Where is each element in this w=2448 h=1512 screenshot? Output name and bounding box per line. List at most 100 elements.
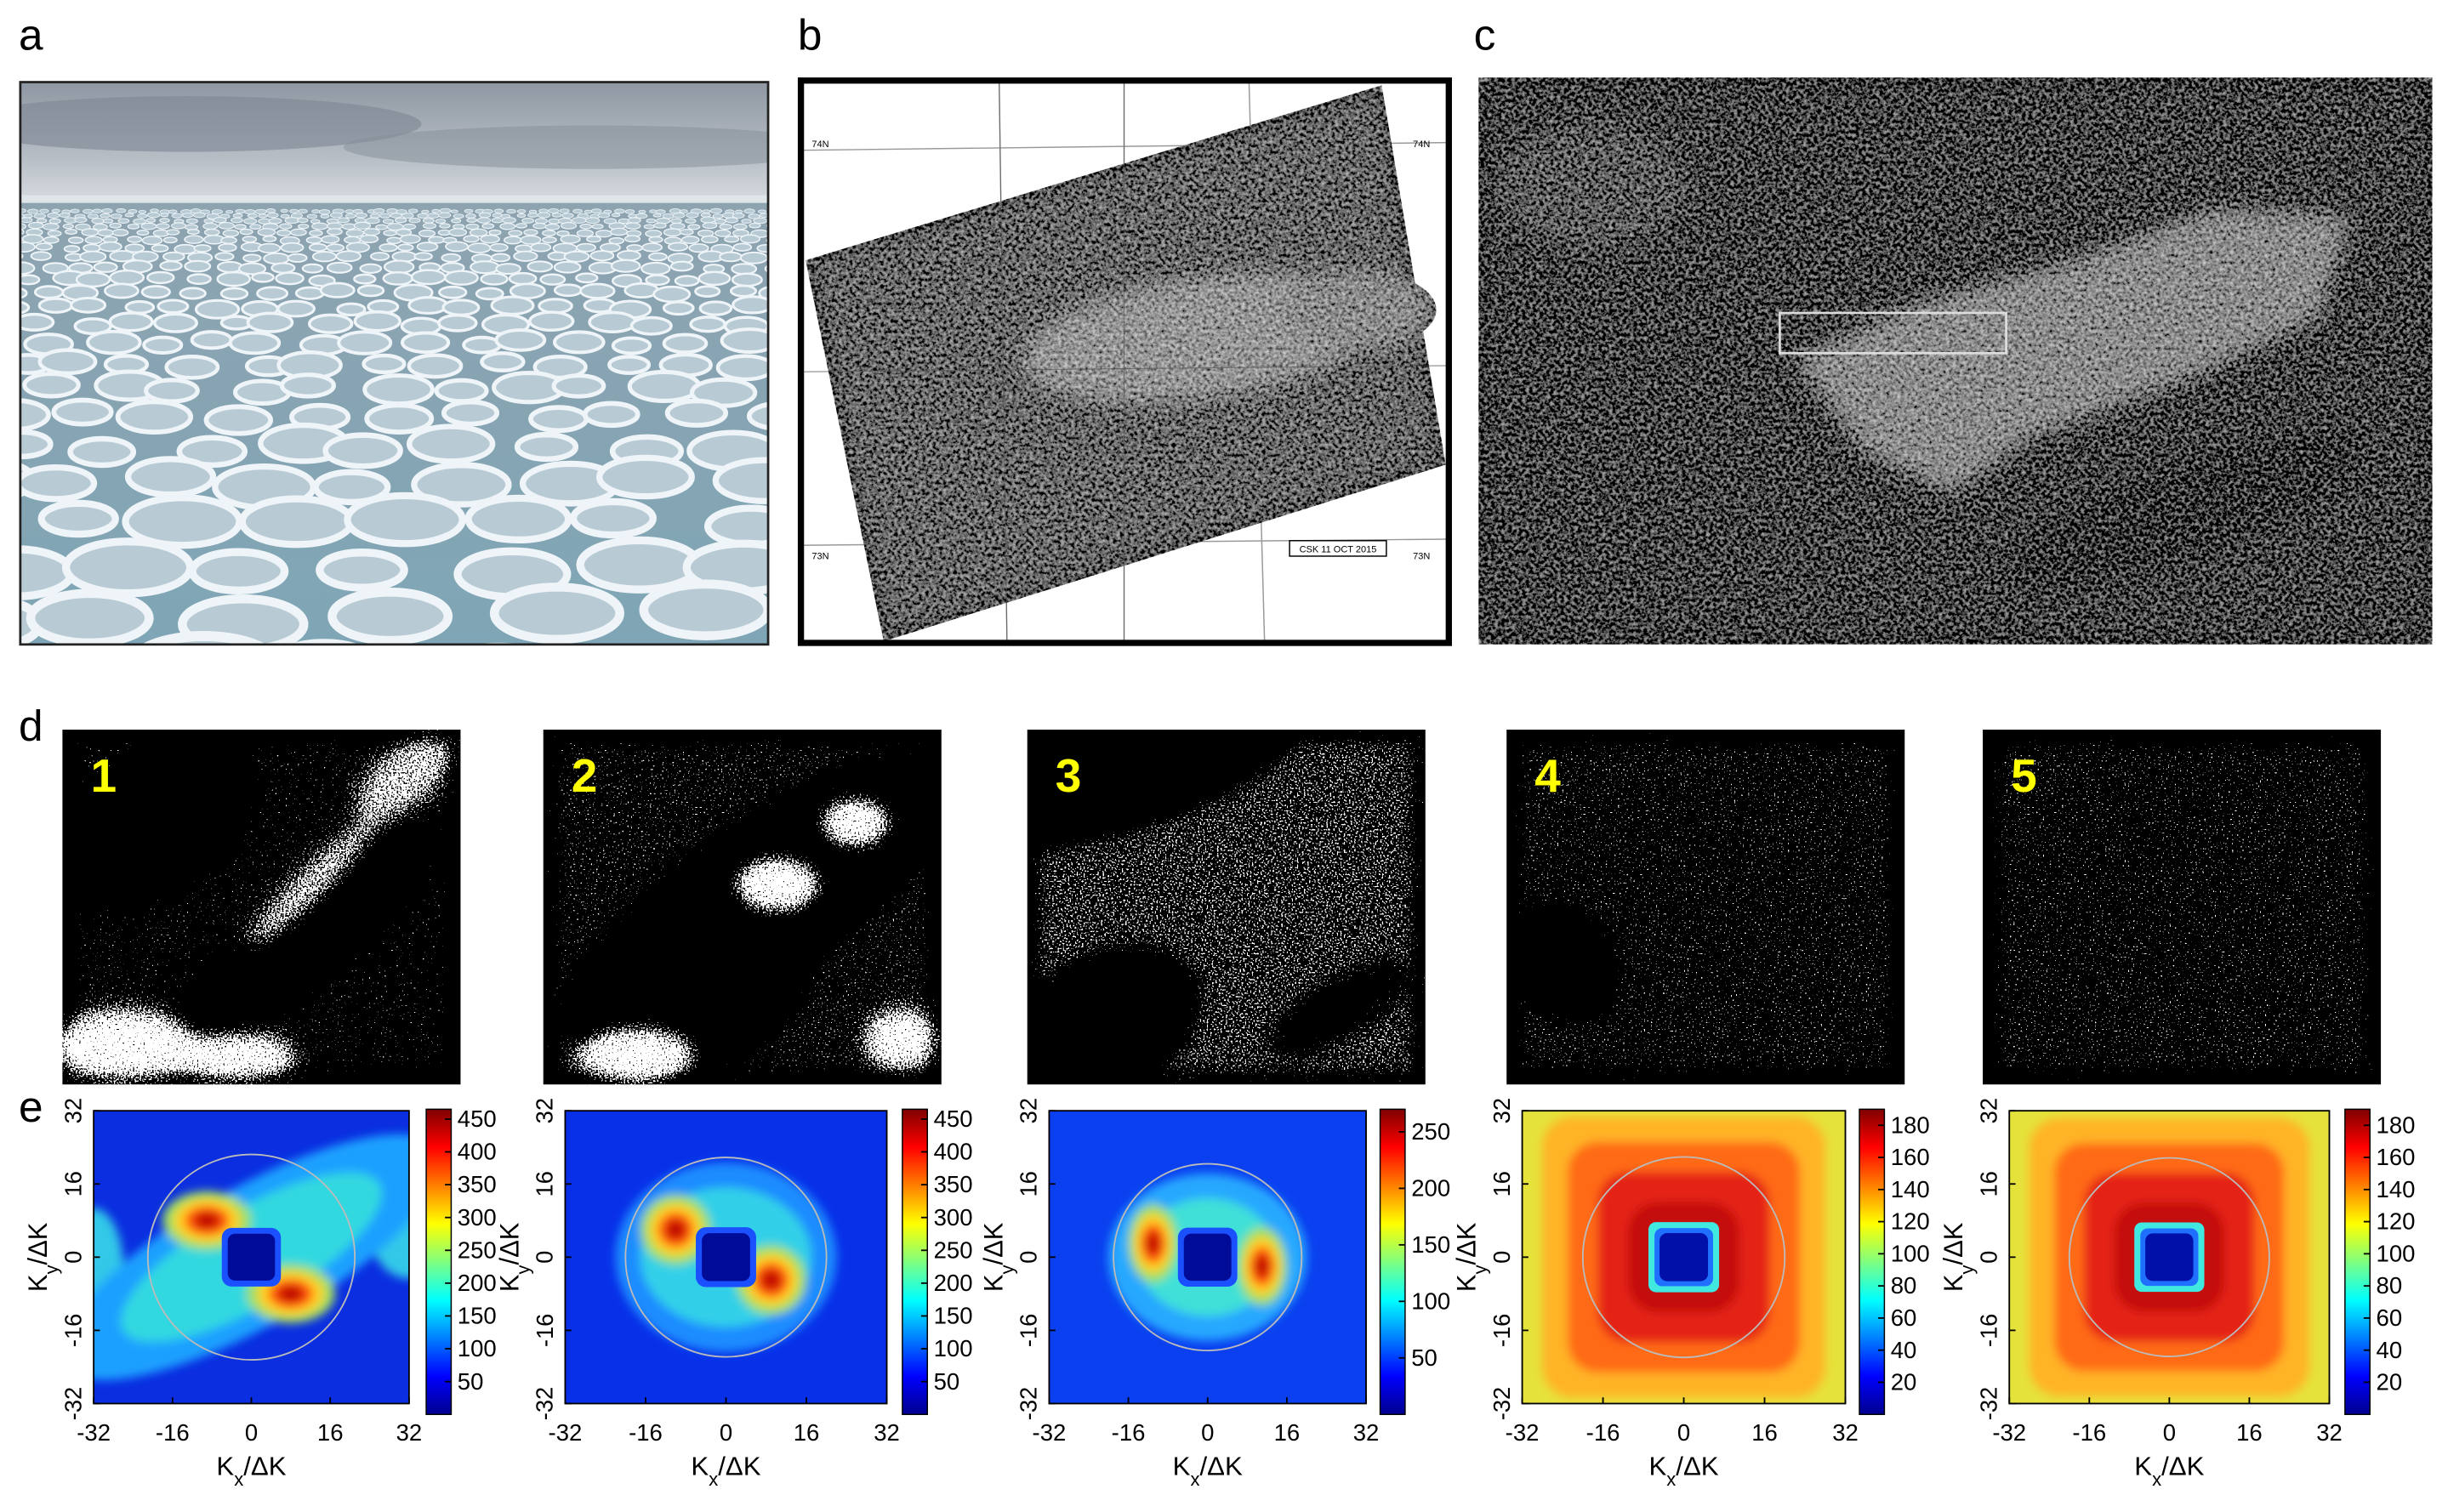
- ice-floe: [298, 208, 308, 213]
- ice-floe: [410, 269, 447, 286]
- ice-floe: [353, 273, 377, 285]
- ice-floe: [448, 228, 468, 237]
- ice-floe: [465, 223, 480, 230]
- label-part: K: [1173, 1451, 1191, 1481]
- ice-floe: [289, 208, 299, 213]
- ice-floe: [481, 223, 495, 230]
- ice-floe: [480, 351, 526, 372]
- ice-floe: [431, 208, 441, 213]
- ice-floe: [663, 228, 682, 237]
- ice-floe: [610, 227, 629, 236]
- ice-floe: [20, 242, 36, 253]
- ice-floe: [20, 312, 55, 332]
- ice-floe: [159, 218, 170, 224]
- speckle-layer: [62, 730, 461, 1085]
- ice-floe: [308, 313, 354, 334]
- ice-floe: [20, 463, 98, 503]
- ice-floe: [513, 250, 538, 262]
- ice-floe: [141, 236, 163, 246]
- ice-floe: [394, 217, 407, 224]
- x-tick-label: -16: [156, 1419, 190, 1446]
- ice-floe: [597, 212, 611, 219]
- ice-floe: [336, 302, 367, 317]
- ice-floe: [35, 242, 54, 251]
- sar-subsets: 1 2 3 4 5: [62, 730, 2382, 1085]
- ice-floe: [759, 213, 769, 218]
- ice-floe: [643, 224, 655, 230]
- ice-floe: [502, 217, 516, 224]
- ice-floe: [308, 242, 327, 253]
- colorbar-tick-label: 350: [934, 1171, 973, 1197]
- ice-floe: [591, 224, 604, 230]
- ice-floe: [475, 287, 504, 301]
- lat-label: 74N: [1413, 139, 1430, 150]
- label-part: /ΔK: [2161, 1451, 2205, 1481]
- ice-floe: [186, 228, 200, 235]
- ice-floe: [544, 223, 561, 230]
- ice-floe: [116, 208, 127, 213]
- ice-floe: [635, 213, 648, 219]
- ice-floe: [508, 230, 523, 237]
- y-tick-label: 0: [532, 1251, 558, 1264]
- ice-floe: [652, 213, 662, 218]
- ice-floe: [234, 224, 247, 230]
- bright-region: [1280, 270, 1437, 349]
- colorbar-tick-label: 20: [2377, 1369, 2403, 1395]
- subset-number: 4: [1534, 749, 1561, 802]
- ice-floe: [645, 230, 663, 238]
- ice-floe: [311, 209, 321, 213]
- ice-floe: [703, 504, 769, 549]
- y-tick-label: 16: [60, 1171, 86, 1197]
- x-tick-label: 16: [1274, 1419, 1301, 1446]
- speckle-layer: [1506, 730, 1905, 1085]
- ice-floe: [232, 213, 243, 219]
- ice-floe: [478, 212, 492, 219]
- ice-floe: [508, 271, 538, 286]
- ice-floe: [400, 331, 451, 355]
- colorbar-tick-label: 150: [458, 1303, 497, 1329]
- subset-number: 1: [90, 749, 117, 802]
- ice-floe: [162, 236, 178, 244]
- ice-floe: [712, 457, 769, 504]
- colorbar-tick-label: 300: [458, 1204, 497, 1231]
- speckle-layer: [1983, 730, 2382, 1085]
- ice-floe: [37, 297, 74, 314]
- ice-floe: [20, 429, 54, 460]
- sar-subset: [1027, 730, 1426, 1085]
- speckle-layer: [543, 730, 942, 1085]
- ice-floe: [569, 497, 657, 539]
- y-tick-label: 0: [1489, 1251, 1515, 1264]
- ice-floe: [124, 243, 145, 253]
- label-part: K: [978, 1274, 1008, 1292]
- ice-floe: [647, 252, 668, 262]
- colorbar-tick-label: 150: [1411, 1231, 1450, 1258]
- ice-floe: [242, 253, 262, 263]
- ice-floe: [311, 251, 338, 263]
- ice-floe: [416, 242, 439, 252]
- ice-floe: [218, 221, 235, 230]
- ice-floe: [516, 213, 527, 218]
- ice-floe: [521, 218, 535, 224]
- ice-floe: [337, 217, 350, 224]
- ice-floe: [287, 639, 360, 645]
- ice-floe: [756, 243, 769, 253]
- ice-floe: [37, 348, 98, 376]
- map: 74N 74N 73N 73N CSK 11 OCT 2015: [800, 80, 1449, 644]
- wave-spectra: -32 -16 0 16 32-32-1601632Kx/ΔKKy/ΔK50100150…: [23, 1098, 2416, 1490]
- ice-floe: [242, 236, 258, 243]
- ice-floe: [51, 208, 60, 213]
- panel-label: e: [19, 1083, 43, 1131]
- ice-floe: [335, 250, 362, 263]
- ice-floe: [489, 583, 625, 645]
- ice-floe: [127, 236, 143, 243]
- x-tick-label: 0: [1201, 1419, 1214, 1446]
- ice-floe: [70, 208, 80, 213]
- y-axis-label: Ky/ΔK: [978, 1222, 1017, 1292]
- label-subscript: y: [1956, 1265, 1978, 1274]
- ice-floe: [480, 272, 509, 286]
- ice-floe: [638, 209, 646, 214]
- ice-floe: [36, 218, 48, 224]
- ice-floe: [27, 208, 39, 214]
- ice-floe: [93, 223, 108, 230]
